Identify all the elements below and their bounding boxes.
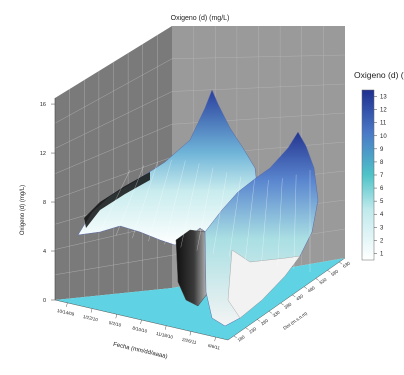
mesh-line: [277, 178, 283, 266]
legend-tick-label: 1: [380, 251, 384, 257]
surface-mesh-lines: [99, 160, 311, 272]
mesh-line: [148, 160, 172, 242]
depth-tick-mark: [292, 294, 296, 298]
date-tick-label: 1/22/10: [83, 314, 99, 322]
mesh-line: [212, 172, 228, 254]
mesh-line: [132, 161, 158, 239]
legend-colorbar: [361, 89, 375, 261]
legend-tick-label: 2: [380, 238, 384, 244]
surface-mesh: [77, 89, 319, 327]
mesh-line: [180, 163, 200, 248]
mesh-line: [245, 179, 255, 260]
legend-tick-label: 5: [380, 199, 384, 205]
depth-tick-mark: [257, 319, 261, 322]
legend-ticks: 13 12 11 10 9 8 7 6 5 4 3 2 1: [374, 95, 387, 257]
legend-title: Oxigeno (d) (mg/L): [354, 70, 404, 80]
z-axis-ticks: 0 4 8 12 16: [40, 102, 55, 304]
grid-line: [54, 58, 173, 124]
depth-axis-label: Dist (m.s.n.m): [282, 310, 308, 330]
depth-tick-label: 630: [342, 260, 351, 269]
surface-dark-ribbon: [84, 172, 150, 228]
depth-tick-mark: [280, 302, 284, 306]
legend-tick-label: 13: [380, 95, 387, 101]
depth-tick-label: 430: [295, 293, 304, 302]
depth-tick-mark: [245, 327, 249, 330]
depth-tick-label: 180: [237, 334, 246, 343]
x-axis-label: Fecha (mm/dd/aaaa): [112, 342, 168, 360]
y-axis-label: Oxigeno (d) (mg/L): [20, 185, 26, 235]
surface-front-lip: [227, 249, 301, 319]
mesh-line: [164, 160, 186, 245]
z-tick-label: 12: [40, 151, 46, 157]
z-tick-label: 16: [40, 102, 46, 108]
z-tick-label: 0: [43, 298, 46, 304]
depth-tick-label: 280: [260, 318, 269, 327]
legend-tick-label: 7: [380, 173, 384, 179]
grid-line: [54, 156, 173, 200]
grid-line: [54, 91, 173, 149]
legend-tick-label: 9: [380, 147, 384, 153]
z-tick-label: 8: [43, 200, 46, 206]
mesh-line: [293, 174, 297, 269]
depth-tick-label: 580: [330, 268, 339, 277]
z-tick-label: 4: [43, 249, 46, 255]
date-tick-label: 5/2/10: [108, 320, 122, 328]
depth-tick-label: 230: [248, 326, 257, 335]
date-tick-mark: [115, 314, 118, 319]
mesh-line: [229, 176, 241, 257]
depth-tick-mark: [315, 278, 319, 281]
mesh-line: [196, 167, 214, 251]
legend-tick-label: 3: [380, 225, 384, 231]
date-tick-mark: [214, 337, 216, 342]
date-tick-label: 8/10/10: [132, 325, 148, 333]
grid-line: [171, 54, 346, 59]
legend-tick-label: 12: [380, 108, 387, 114]
date-tick-mark: [164, 325, 167, 330]
date-tick-label: 6/6/11: [207, 343, 220, 351]
depth-tick-label: 480: [307, 285, 316, 294]
date-tick-label: 10/14/09: [57, 308, 76, 317]
depth-tick-label: 530: [318, 277, 327, 286]
legend-tick-label: 6: [380, 186, 384, 192]
date-tick-mark: [189, 331, 192, 336]
date-tick-mark: [140, 319, 142, 325]
mesh-line: [261, 179, 269, 263]
depth-tick-label: 380: [283, 301, 292, 310]
date-tick-label: 2/26/11: [182, 337, 198, 345]
grid-line: [171, 83, 346, 92]
depth-tick-mark: [339, 261, 343, 265]
mesh-line: [115, 165, 145, 236]
date-tick-mark: [66, 302, 68, 307]
depth-tick-label: 330: [272, 309, 281, 318]
depth-tick-mark: [303, 286, 308, 289]
depth-tick-mark: [327, 270, 331, 273]
grid-line: [54, 255, 173, 275]
chart-title: Oxigeno (d) (mg/L): [171, 15, 230, 22]
legend-tick-label: 11: [380, 121, 387, 127]
legend-tick-label: 10: [380, 134, 387, 140]
grid-line: [54, 124, 173, 174]
mesh-line: [99, 169, 131, 233]
depth-tick-mark: [233, 335, 237, 339]
date-axis-ticks: 10/14/09 1/22/10 5/2/10 8/10/10 11/18/10 2/26…: [57, 302, 221, 351]
date-tick-label: 11/18/10: [156, 331, 174, 340]
legend-tick-label: 8: [380, 160, 384, 166]
depth-axis-line: [227, 257, 346, 341]
legend-tick-label: 4: [380, 212, 384, 218]
date-tick-mark: [90, 308, 93, 313]
depth-tick-mark: [268, 311, 273, 314]
